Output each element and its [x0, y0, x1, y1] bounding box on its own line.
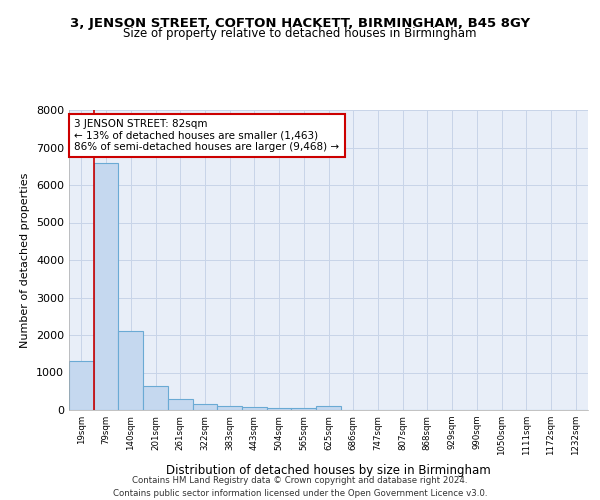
- Text: Size of property relative to detached houses in Birmingham: Size of property relative to detached ho…: [123, 28, 477, 40]
- Bar: [292, 408, 316, 410]
- Y-axis label: Number of detached properties: Number of detached properties: [20, 172, 31, 348]
- Text: 3, JENSON STREET, COFTON HACKETT, BIRMINGHAM, B45 8GY: 3, JENSON STREET, COFTON HACKETT, BIRMIN…: [70, 18, 530, 30]
- Bar: [118, 331, 143, 410]
- Bar: [168, 399, 193, 410]
- Bar: [69, 360, 94, 410]
- Bar: [94, 162, 118, 410]
- Text: Contains HM Land Registry data © Crown copyright and database right 2024.
Contai: Contains HM Land Registry data © Crown c…: [113, 476, 487, 498]
- Bar: [217, 406, 242, 410]
- Text: 3 JENSON STREET: 82sqm
← 13% of detached houses are smaller (1,463)
86% of semi-: 3 JENSON STREET: 82sqm ← 13% of detached…: [74, 119, 340, 152]
- Bar: [267, 408, 292, 410]
- Bar: [193, 404, 217, 410]
- X-axis label: Distribution of detached houses by size in Birmingham: Distribution of detached houses by size …: [166, 464, 491, 476]
- Bar: [143, 386, 168, 410]
- Bar: [242, 408, 267, 410]
- Bar: [316, 406, 341, 410]
